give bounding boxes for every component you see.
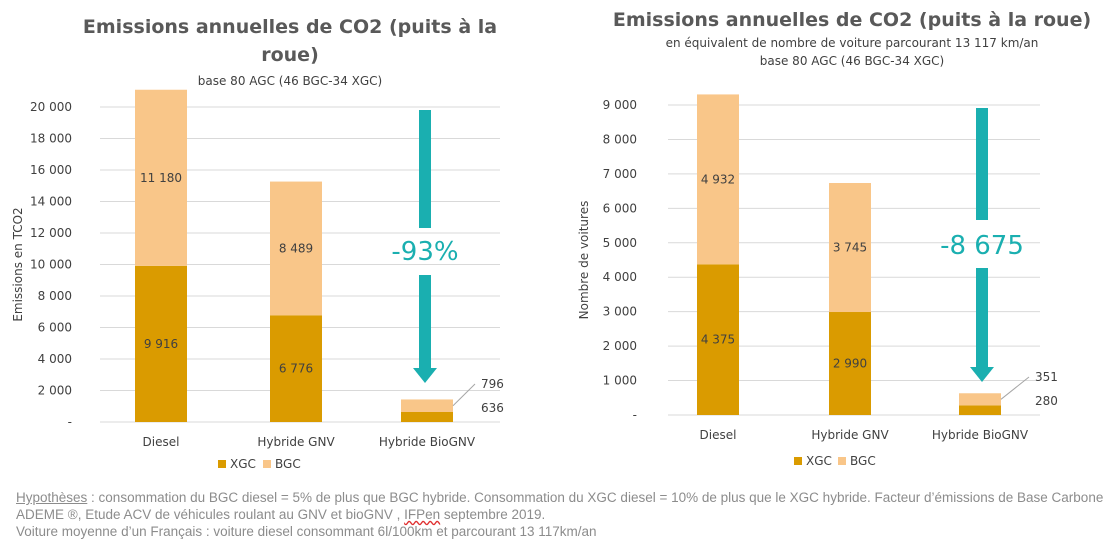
chart1-ytick-label: 20 000 xyxy=(30,100,72,114)
chart1-ytick-label: 8 000 xyxy=(38,289,72,303)
chart2-bar-xgc xyxy=(959,405,1001,415)
chart2-legend-swatch xyxy=(838,457,846,465)
chart1-data-label: 9 916 xyxy=(144,337,178,351)
chart2-ytick-label: 2 000 xyxy=(603,339,637,353)
chart1-category-label: Hybride GNV xyxy=(257,435,335,449)
chart1-leader-line xyxy=(452,383,476,407)
chart2-bar-bgc xyxy=(829,183,871,313)
chart2-ytick-label: 7 000 xyxy=(603,167,637,181)
chart2-subtitle: en équivalent de nombre de voiture parco… xyxy=(666,36,1039,50)
chart1-data-label: 6 776 xyxy=(279,362,313,376)
chart1-arrow-shaft xyxy=(419,275,431,369)
chart1-ytick-label: - xyxy=(68,415,72,429)
chart2-arrow-shaft xyxy=(976,268,988,368)
chart2-legend-label: BGC xyxy=(850,454,876,468)
chart1-bar-xgc xyxy=(135,265,187,422)
chart1-legend-label: BGC xyxy=(275,457,301,471)
chart2-ytick-label: 6 000 xyxy=(603,201,637,215)
chart2-bar-bgc xyxy=(959,393,1001,406)
chart1-subtitle: base 80 AGC (46 BGC-34 XGC) xyxy=(198,74,382,88)
chart2-category-label: Diesel xyxy=(700,428,737,442)
chart1-category-label: Diesel xyxy=(143,435,180,449)
chart1-ytick-label: 18 000 xyxy=(30,132,72,146)
chart1-bar-bgc xyxy=(270,181,322,316)
chart1-arrow-shaft xyxy=(419,110,431,228)
chart2-reduction-annotation: -8 675 xyxy=(940,231,1024,261)
chart1-ylabel: Emissions en TCO2 xyxy=(11,207,25,321)
chart2-category-label: Hybride GNV xyxy=(811,428,889,442)
chart1-bar-bgc xyxy=(135,89,187,266)
chart2-ytick-label: 3 000 xyxy=(603,305,637,319)
chart2-leader-line xyxy=(1000,376,1030,400)
chart1-category-label: Hybride BioGNV xyxy=(379,435,476,449)
chart1-ytick-label: 6 000 xyxy=(38,321,72,335)
chart1-ytick-label: 16 000 xyxy=(30,163,72,177)
chart2-ytick-label: 5 000 xyxy=(603,236,637,250)
chart2-data-label: 351 xyxy=(1035,370,1058,384)
chart2-data-label: 2 990 xyxy=(833,357,867,371)
chart1-data-label: 796 xyxy=(481,377,504,391)
chart1-arrow-head xyxy=(413,368,437,383)
chart1-ytick-label: 4 000 xyxy=(38,352,72,366)
chart1-title: Emissions annuelles de CO2 (puits à la xyxy=(83,16,497,38)
chart1-bar-xgc xyxy=(270,315,322,422)
chart2-legend-swatch xyxy=(794,457,802,465)
chart2-bar-xgc xyxy=(829,312,871,415)
chart2-bar-xgc xyxy=(697,264,739,415)
chart2-data-label: 4 375 xyxy=(701,333,735,347)
chart1-reduction-annotation: -93% xyxy=(391,237,458,267)
chart2-legend-label: XGC xyxy=(806,454,832,468)
chart1-data-label: 8 489 xyxy=(279,241,313,255)
chart2-data-label: 4 932 xyxy=(701,172,735,186)
chart2-ytick-label: 8 000 xyxy=(603,132,637,146)
chart1-legend-swatch xyxy=(218,460,226,468)
chart1-ytick-label: 2 000 xyxy=(38,384,72,398)
chart2-data-label: 3 745 xyxy=(833,241,867,255)
chart1-bar-xgc xyxy=(401,411,453,422)
chart2-ytick-label: 1 000 xyxy=(603,374,637,388)
chart2-ylabel: Nombre de voitures xyxy=(577,201,591,320)
chart1-data-label: 636 xyxy=(481,401,504,415)
chart2-ytick-label: - xyxy=(633,408,637,422)
chart2-subtitle: base 80 AGC (46 BGC-34 XGC) xyxy=(760,54,944,68)
chart2-data-label: 280 xyxy=(1035,394,1058,408)
chart1-ytick-label: 10 000 xyxy=(30,258,72,272)
footnote: Hypothèses : consommation du BGC diesel … xyxy=(16,490,1104,539)
chart1-title: roue) xyxy=(261,44,319,66)
chart2-ytick-label: 9 000 xyxy=(603,98,637,112)
chart2-title: Emissions annuelles de CO2 (puits à la r… xyxy=(613,9,1091,31)
chart1-legend-swatch xyxy=(263,460,271,468)
chart2-arrow-head xyxy=(970,367,994,382)
chart1-ytick-label: 14 000 xyxy=(30,195,72,209)
chart1-ytick-label: 12 000 xyxy=(30,226,72,240)
footnote-hypotheses: Hypothèses xyxy=(16,490,88,505)
chart2-category-label: Hybride BioGNV xyxy=(932,428,1029,442)
chart1-data-label: 11 180 xyxy=(140,171,182,185)
chart2-arrow-shaft xyxy=(976,108,988,220)
chart2-bar-bgc xyxy=(697,94,739,265)
chart2-ytick-label: 4 000 xyxy=(603,270,637,284)
chart1-legend-label: XGC xyxy=(230,457,256,471)
chart1-bar-bgc xyxy=(401,399,453,412)
